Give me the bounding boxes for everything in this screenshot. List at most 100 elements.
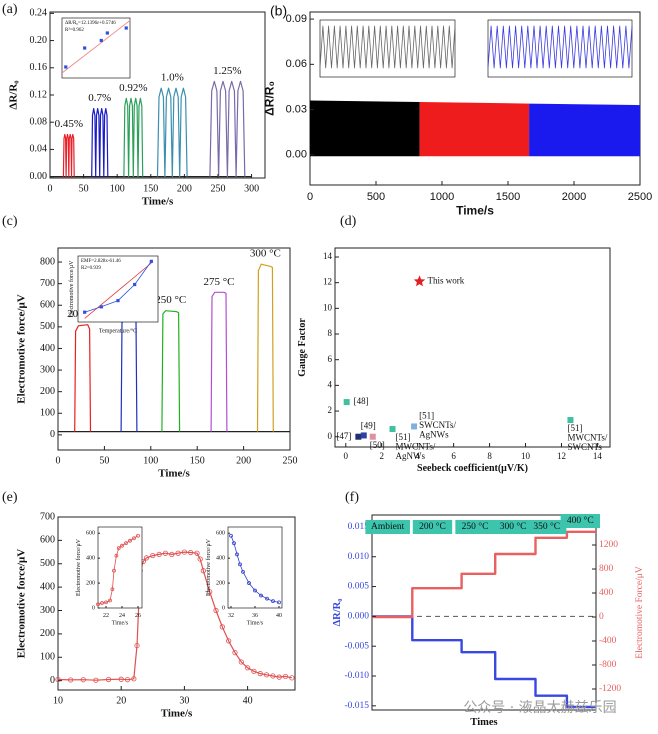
y-axis-label: Electromotive force/μV xyxy=(16,294,28,403)
data-point xyxy=(150,552,156,559)
y-tick-label: 4 xyxy=(328,379,333,389)
data-line xyxy=(161,310,181,432)
x-tick-label: 100 xyxy=(110,183,125,194)
y-tick-label: 12 xyxy=(323,277,332,287)
inset-equation: R²=0.962 xyxy=(65,27,84,33)
plot-frame xyxy=(371,514,597,711)
data-point xyxy=(259,593,263,598)
point-label: [51] xyxy=(396,432,411,442)
y-tick-label: 0.24 xyxy=(30,8,48,19)
data-line xyxy=(91,108,109,178)
x-tick-label: 2500 xyxy=(628,191,652,203)
signal-band xyxy=(529,103,640,157)
data-point xyxy=(194,550,200,556)
data-point xyxy=(133,282,137,287)
data-point xyxy=(241,569,245,574)
y-tick-label: 0.06 xyxy=(286,58,307,70)
series-label: 0.45% xyxy=(55,118,83,130)
data-point xyxy=(83,46,87,50)
y-tick-label: 300 xyxy=(40,605,55,616)
x-axis-label: Time/s xyxy=(247,621,264,627)
x-tick-label: 40 xyxy=(243,695,253,706)
watermark: 公众号 · 液晶太赫兹乐园 xyxy=(463,700,616,716)
data-point xyxy=(253,588,257,593)
x-axis-label: Time/s xyxy=(112,621,129,627)
y-tick-label: 200 xyxy=(86,580,95,586)
x-axis-label: Time/s xyxy=(161,708,193,720)
series-label: 1.0% xyxy=(161,72,184,84)
y-tick-label: 700 xyxy=(40,278,55,289)
panel-label: (d) xyxy=(340,214,357,229)
point-label: SWCNTs xyxy=(567,442,602,452)
y-tick-label: 0.000 xyxy=(348,612,370,622)
x-tick-label: 2000 xyxy=(562,191,586,203)
y-tick-label: 400 xyxy=(86,556,95,562)
y-axis-label: ΔR/R₀ xyxy=(332,599,343,627)
x-tick-label: 150 xyxy=(143,183,158,194)
x-tick-label: 32 xyxy=(228,613,234,619)
x-tick-label: 6 xyxy=(451,451,456,461)
temperature-label: 250 °C xyxy=(462,521,489,532)
temperature-box xyxy=(527,520,567,534)
data-point xyxy=(235,552,239,557)
temperature-label: Ambient xyxy=(371,522,405,532)
y-tick-label: 0 xyxy=(328,431,333,441)
data-point xyxy=(270,673,276,679)
x-tick-label: 1500 xyxy=(496,191,520,203)
y-axis-label: Electromotive force/μV xyxy=(205,538,212,596)
data-point xyxy=(197,556,203,562)
data-point xyxy=(132,536,136,541)
series-label: 1.25% xyxy=(213,65,241,77)
temperature-box xyxy=(455,520,495,534)
data-point xyxy=(124,26,128,30)
data-point xyxy=(232,541,236,546)
x-axis-label: Times xyxy=(470,717,497,728)
y2-axis-label: Electromotive Force/μV xyxy=(635,566,645,659)
data-point xyxy=(116,546,121,551)
y2-tick-label: -400 xyxy=(599,636,617,646)
y-tick-label: 0.09 xyxy=(286,13,307,25)
data-point xyxy=(169,551,175,558)
inset-frame xyxy=(61,17,131,79)
inset-equation: EMF=2.828x-61.46 xyxy=(81,259,121,264)
data-point xyxy=(100,601,104,605)
x-tick-label: 12 xyxy=(557,451,566,461)
y-tick-label: 800 xyxy=(40,256,55,267)
series-label: 275 °C xyxy=(204,276,235,288)
data-point xyxy=(149,259,153,263)
data-point xyxy=(282,673,289,680)
x-tick-label: 150 xyxy=(190,455,205,466)
data-point xyxy=(263,672,270,678)
y-tick-label: -0.010 xyxy=(344,671,369,681)
data-point xyxy=(136,533,140,538)
y-tick-label: 0 xyxy=(222,605,225,611)
x-tick-label: 10 xyxy=(521,451,531,461)
x-tick-label: 100 xyxy=(143,455,158,466)
data-point xyxy=(213,607,219,614)
data-point xyxy=(162,550,169,556)
point-label: [47] xyxy=(336,431,351,441)
data-point xyxy=(104,600,108,605)
panel-label: (f) xyxy=(345,490,359,505)
x-tick-label: 8 xyxy=(487,451,492,461)
data-point xyxy=(114,553,119,558)
data-point xyxy=(567,417,574,424)
point-label: [50] xyxy=(370,440,385,450)
data-point xyxy=(289,675,295,681)
data-point xyxy=(247,581,251,585)
x-tick-label: 250 xyxy=(283,455,298,466)
temperature-label: 300 °C xyxy=(500,521,527,532)
y-tick-label: 600 xyxy=(40,300,55,311)
y-axis-label: Electromotive force/μV xyxy=(75,538,82,596)
data-line xyxy=(372,530,596,619)
x-tick-label: 300 xyxy=(244,183,259,194)
data-point xyxy=(68,677,74,683)
x-axis-label: Temperature/°C xyxy=(99,327,137,334)
x-tick-label: 30 xyxy=(179,695,189,706)
x-tick-label: 1000 xyxy=(430,191,454,203)
y-tick-label: 10 xyxy=(323,302,333,312)
temperature-label: 350 °C xyxy=(533,521,560,532)
data-point xyxy=(343,399,350,406)
x-tick-label: 50 xyxy=(79,183,89,194)
